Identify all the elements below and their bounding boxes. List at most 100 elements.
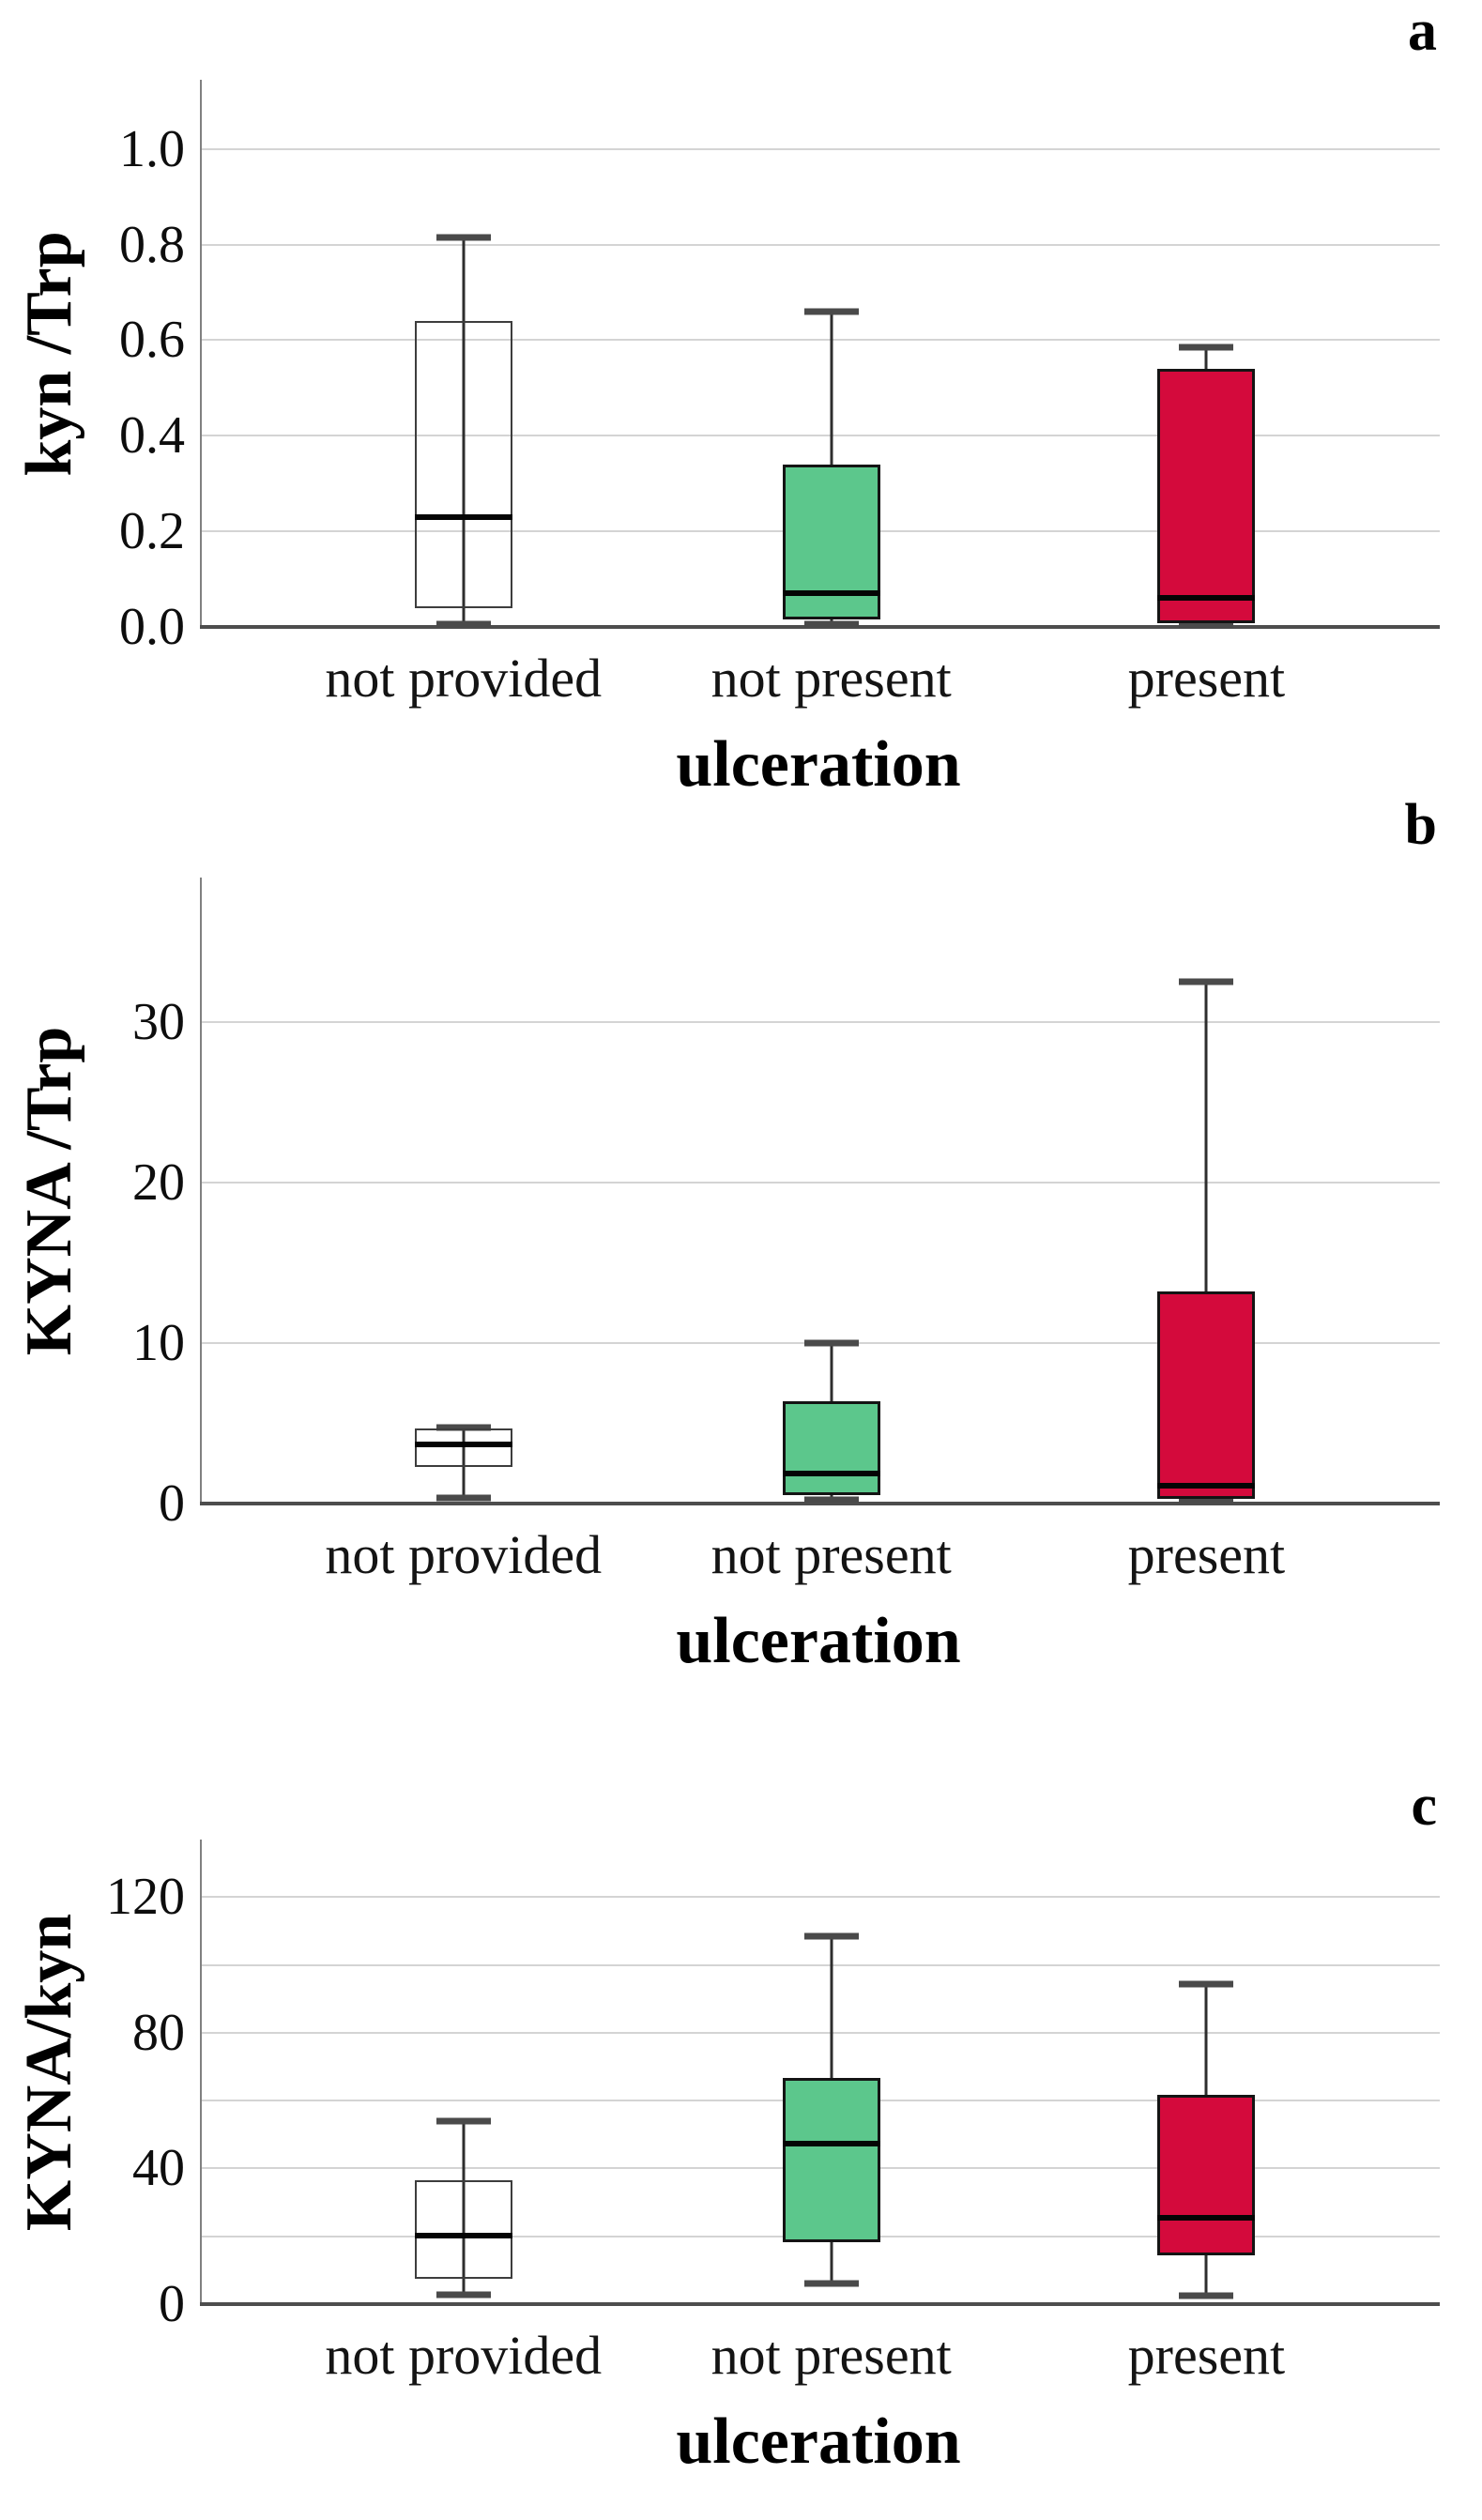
category-label: not provided — [325, 648, 603, 709]
whisker-cap-min — [803, 620, 859, 628]
category-label: not provided — [325, 2325, 603, 2386]
whisker-cap-min — [803, 1496, 859, 1504]
y-tick-label: 30 — [132, 992, 185, 1051]
median-line — [1157, 1483, 1256, 1489]
y-tick-label: 0 — [159, 1474, 185, 1533]
boxplot-area-a: 1.0 0.8 0.6 0.4 0.2 0.0 not provided not presen… — [119, 80, 1440, 706]
gridline — [202, 1020, 1440, 1023]
gridline — [202, 243, 1440, 246]
gridline — [202, 147, 1440, 150]
y-axis-line — [200, 878, 202, 1504]
whisker-cap-max — [803, 1339, 859, 1347]
y-tick-label: 80 — [132, 2003, 185, 2062]
gridline — [202, 530, 1440, 533]
gridline — [202, 1341, 1440, 1344]
y-axis-title-c: KYNA/kyn — [13, 1913, 85, 2231]
y-tick-label: 0 — [159, 2275, 185, 2333]
median-line — [782, 2141, 880, 2147]
x-axis-title-b: ulceration — [676, 1605, 961, 1677]
panel-letter-a: a — [1408, 0, 1437, 63]
y-tick-label: 0.0 — [119, 598, 185, 656]
gridline — [202, 435, 1440, 437]
panel-letter-b: b — [1404, 793, 1437, 857]
median-line — [782, 590, 880, 597]
median-line — [414, 2232, 512, 2238]
y-tick-label: 10 — [132, 1313, 185, 1372]
y-tick-label: 120 — [106, 1868, 185, 1927]
whisker-line — [462, 2120, 466, 2295]
median-line — [414, 1441, 512, 1447]
y-tick-label: 0.2 — [119, 502, 185, 561]
whisker-line — [462, 1427, 466, 1498]
y-tick-label: 0.8 — [119, 215, 185, 274]
y-axis-title-b: KYNA /Trp — [13, 1026, 85, 1355]
whisker-cap-min — [803, 2280, 859, 2287]
whisker-cap-max — [435, 234, 491, 241]
whisker-cap-max — [1179, 344, 1234, 351]
whisker-line — [1204, 982, 1208, 1501]
y-axis-title-a: kyn /Trp — [13, 230, 85, 477]
box-not-present — [782, 2077, 880, 2242]
category-label: not provided — [325, 1524, 603, 1585]
whisker-line — [830, 311, 833, 625]
x-axis-baseline — [200, 1502, 1440, 1505]
box-present — [1157, 1291, 1256, 1499]
box-not-provided — [414, 321, 512, 608]
x-axis-baseline — [200, 625, 1440, 629]
x-axis-title-c: ulceration — [676, 2405, 961, 2478]
whisker-cap-min — [1179, 2292, 1234, 2299]
box-present — [1157, 369, 1256, 623]
gridline — [202, 2031, 1440, 2034]
median-line — [1157, 2215, 1256, 2222]
y-axis-line — [200, 80, 202, 627]
gridline — [202, 2167, 1440, 2170]
category-label: not present — [710, 1524, 952, 1585]
y-tick-label: 1.0 — [119, 119, 185, 178]
category-label: present — [1127, 648, 1286, 709]
panel-letter-c: c — [1411, 1774, 1437, 1838]
gridline — [202, 2235, 1440, 2237]
category-label: not present — [710, 2325, 952, 2386]
box-present — [1157, 2094, 1256, 2255]
boxplot-area-b: 30 20 10 0 not provided not present present — [132, 878, 1440, 1582]
box-not-present — [782, 1400, 880, 1495]
x-axis-title-a: ulceration — [676, 728, 961, 801]
whisker-line — [830, 1342, 833, 1500]
whisker-cap-min — [435, 2291, 491, 2299]
y-axis-line — [200, 1840, 202, 2304]
whisker-cap-max — [803, 1932, 859, 1940]
y-tick-label: 20 — [132, 1153, 185, 1212]
whisker-cap-max — [435, 2117, 491, 2125]
whisker-cap-max — [1179, 1980, 1234, 1988]
whisker-cap-min — [1179, 1497, 1234, 1504]
gridline — [202, 1896, 1440, 1899]
whisker-cap-max — [435, 1424, 491, 1431]
gridline — [202, 339, 1440, 342]
y-tick-label: 0.6 — [119, 311, 185, 370]
median-line — [414, 513, 512, 520]
x-axis-baseline — [200, 2302, 1440, 2306]
category-label: not present — [710, 648, 952, 709]
category-label: present — [1127, 2325, 1286, 2386]
boxplot-area-c: 120 80 40 0 not provided not present present — [106, 1840, 1440, 2383]
whisker-cap-max — [803, 308, 859, 315]
median-line — [782, 1470, 880, 1476]
whisker-line — [830, 1935, 833, 2284]
gridline — [202, 1963, 1440, 1966]
whisker-cap-min — [1179, 621, 1234, 629]
gridline — [202, 2100, 1440, 2102]
median-line — [1157, 595, 1256, 602]
whisker-cap-max — [1179, 978, 1234, 985]
category-label: present — [1127, 1524, 1286, 1585]
box-not-provided — [414, 2180, 512, 2279]
box-not-provided — [414, 1428, 512, 1467]
whisker-line — [1204, 347, 1208, 626]
whisker-cap-min — [435, 620, 491, 628]
box-not-present — [782, 464, 880, 620]
whisker-line — [1204, 1983, 1208, 2296]
gridline — [202, 1181, 1440, 1184]
